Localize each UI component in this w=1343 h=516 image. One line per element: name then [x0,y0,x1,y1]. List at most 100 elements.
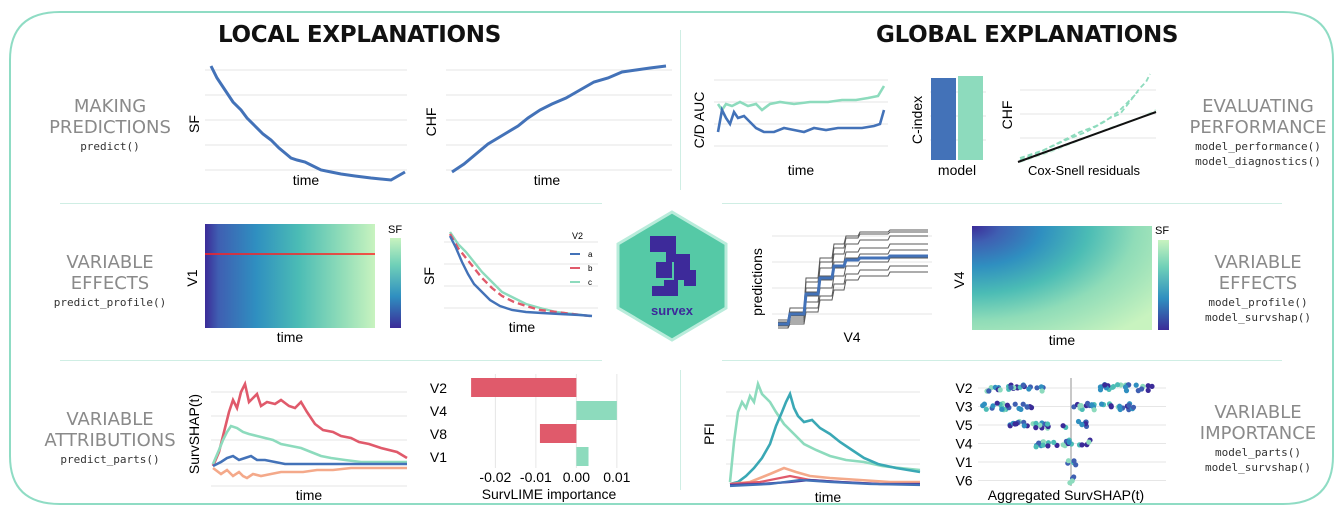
agg-category-label: V5 [955,417,972,433]
sf-ylabel: SF [186,115,202,133]
agg-point [1130,404,1137,410]
agg-point [1089,402,1095,408]
global-explanations-header: GLOBAL EXPLANATIONS [876,22,1179,48]
model-survshap-function-2: model_survshap() [1205,461,1311,474]
sf-predict-plot: SF time [186,65,407,188]
heatmap-legend [390,238,401,328]
model-diagnostics-function: model_diagnostics() [1195,155,1321,168]
agg-point [1060,423,1066,429]
agg-point [1133,382,1139,388]
agg-point [1016,405,1022,412]
agg-category-label: V6 [955,473,972,489]
heatmap-xlabel: time [277,329,304,345]
agg-point [1122,384,1129,390]
ceteris-xlabel: time [509,319,536,335]
heatmap-legend-title: SF [388,224,402,236]
predict-function: predict() [80,140,140,153]
survlime-xlabel: SurvLIME importance [482,486,617,502]
cox-snell-xlabel: Cox-Snell residuals [1028,163,1140,178]
agg-point [1034,385,1040,391]
divider-center-bottom [680,370,681,490]
agg-point [1085,400,1091,406]
survlime-tick-label: 0.00 [563,469,590,485]
logo-text: survex [651,303,694,318]
agg-point [1004,402,1010,408]
agg-point [994,400,1000,406]
heatmap-ylabel: V1 [185,269,200,286]
survshap-local-ylabel: SurvSHAP(t) [186,394,202,474]
agg-point [1091,407,1097,413]
shap-salmon-line [212,466,407,480]
agg-point [1020,401,1026,407]
ceteris-line-a [448,235,593,318]
survlime-tick-label: 0.01 [603,469,630,485]
agg-category-label: V3 [955,399,972,415]
auc-blue-line [716,105,886,134]
survlime-bar-v2 [471,378,577,397]
cindex-ylabel: C-index [910,96,925,144]
cd-auc-plot: C/D AUC time [691,79,888,178]
pfi-salmon-line [729,466,920,486]
survlime-bar-v8 [539,424,577,443]
survlime-tick-label: -0.02 [479,469,511,485]
auc-teal-line [716,85,886,113]
agg-point [1033,425,1039,431]
cox-snell-dashed-1 [1019,73,1151,161]
agg-point [1020,382,1026,389]
cd-auc-ylabel: C/D AUC [691,92,707,149]
survshap-agg-xlabel: Aggregated SurvSHAP(t) [988,487,1144,503]
cindex-bar-1 [931,78,956,160]
model-parts-function: model_parts() [1214,446,1302,459]
agg-point [1126,402,1132,408]
agg-point [1115,382,1121,388]
divider-right-bottom [722,360,1282,361]
variable-attributions-label: VARIABLE ATTRIBUTIONS predict_parts() [20,409,200,468]
cindex-xlabel: model [938,162,976,178]
agg-point [1139,386,1145,392]
agg-point [1079,422,1085,428]
survlime-tick-label: -0.01 [520,469,552,485]
cox-snell-ylabel: CHF [1000,101,1015,130]
predict-parts-function: predict_parts() [60,453,160,466]
agg-point [1071,458,1077,464]
pdp-mean-line [778,254,928,326]
legend-label-a: a [588,250,593,259]
agg-point [1054,442,1060,448]
v4-heatmap-xlabel: time [1049,332,1076,348]
agg-point [1021,423,1027,429]
cd-auc-xlabel: time [788,162,815,178]
agg-point [1099,401,1105,407]
agg-point [1045,443,1051,449]
survlime-bar-v4 [576,401,617,420]
agg-point [1066,439,1072,445]
agg-point [1075,418,1082,425]
sf-curve [209,65,406,182]
survlime-category-label: V4 [430,403,447,419]
logo-shape-icon [650,236,696,296]
heatmap-area [205,224,375,328]
survlime-category-label: V8 [430,426,447,442]
sf-ceteris-plot: V2 a b c SF time [421,231,598,335]
agg-point [1033,444,1039,450]
agg-point [1097,387,1104,393]
sf-xlabel: time [293,172,320,188]
ceteris-line-b [448,233,591,318]
survshap-local-plot: SurvSHAP(t) time [186,380,408,503]
survshap-local-xlabel: time [296,487,323,503]
ceteris-ylabel: SF [421,267,437,285]
agg-point [1039,388,1045,394]
survshap-agg-plot: V2 V3 V5 V4 V1 V6 Aggregated SurvSHAP(t) [955,378,1166,503]
evaluating-performance-label: EVALUATING PERFORMANCE model_performance… [1168,96,1343,169]
divider-right-top [722,203,1282,204]
agg-point [1079,442,1085,448]
v4-heatmap-legend [1158,240,1169,330]
survlime-bar-v1 [576,447,589,466]
agg-point [1012,401,1018,407]
cox-snell-reference-line [1017,111,1157,163]
agg-point [1102,382,1108,388]
divider-left-top [60,203,602,204]
predict-profile-function: predict_profile() [53,296,167,309]
v4-heatmap-legend-title: SF [1155,225,1169,237]
agg-point [1145,383,1151,389]
